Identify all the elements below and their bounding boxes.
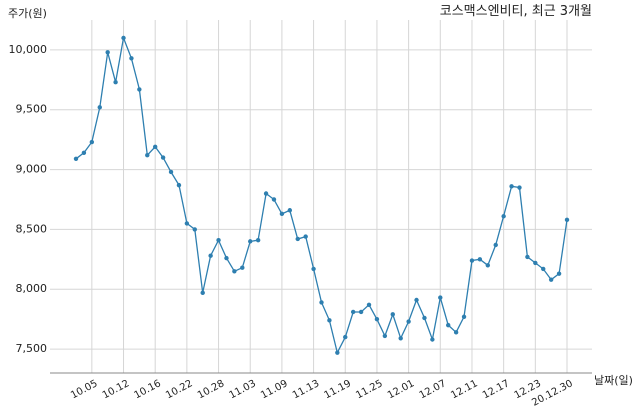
data-point <box>97 105 102 110</box>
data-point <box>564 217 570 223</box>
data-point <box>406 319 411 324</box>
x-tick-label: 12.11 <box>449 378 479 401</box>
x-tick-label: 11.09 <box>259 378 289 401</box>
data-point <box>232 269 237 274</box>
data-point <box>366 302 372 307</box>
data-point <box>121 35 126 41</box>
data-point <box>279 211 285 217</box>
data-point <box>501 214 506 219</box>
data-point <box>446 322 451 328</box>
chart-title: 코스맥스엔비티, 최근 3개월 <box>440 4 592 19</box>
data-point <box>240 265 245 270</box>
x-tick-label: 10.16 <box>132 378 162 401</box>
data-point <box>160 155 166 160</box>
x-tick-label: 11.13 <box>291 378 321 401</box>
data-point <box>525 254 530 260</box>
data-point <box>137 87 142 92</box>
data-point <box>533 260 538 266</box>
data-point <box>255 237 261 243</box>
x-tick-label: 12.01 <box>386 378 416 401</box>
data-point <box>113 80 118 85</box>
data-point <box>192 227 197 232</box>
y-tick-label: 9,000 <box>16 163 48 176</box>
data-point <box>390 312 395 317</box>
x-tick-labels: 10.05 10.12 10.16 10.22 10.28 11.03 11.09 11.13… <box>69 378 575 409</box>
data-point <box>216 237 221 243</box>
data-point <box>548 277 554 282</box>
x-tick-label: 12.17 <box>481 378 511 401</box>
y-tick-labels: 7,500 8,000 8,500 9,000 9,500 10,000 <box>9 43 48 355</box>
data-point <box>556 271 562 276</box>
data-point <box>145 153 150 158</box>
x-tick-label: 11.03 <box>228 378 258 401</box>
price-line <box>75 35 568 355</box>
data-point <box>430 337 435 342</box>
data-point <box>327 318 332 323</box>
data-point <box>184 221 190 226</box>
data-point <box>152 144 158 150</box>
x-tick-label: 10.12 <box>101 378 131 401</box>
data-point <box>469 258 475 263</box>
data-point <box>517 185 522 190</box>
x-tick-label: 11.25 <box>354 378 384 401</box>
data-point <box>398 336 403 341</box>
data-point <box>73 156 79 162</box>
data-point <box>263 191 269 196</box>
grid-lines <box>50 20 592 373</box>
x-tick-label: 10.28 <box>196 378 226 401</box>
data-point <box>89 139 95 145</box>
data-point <box>493 242 498 248</box>
data-point <box>303 234 308 239</box>
data-point <box>422 315 427 321</box>
x-tick-label: 10.22 <box>164 378 194 401</box>
data-point <box>453 330 459 335</box>
data-point <box>335 350 340 355</box>
y-tick-label: 8,500 <box>16 222 48 235</box>
x-tick-label: 11.19 <box>323 378 353 401</box>
data-point <box>129 56 134 61</box>
data-point <box>485 263 491 268</box>
data-point <box>414 297 419 303</box>
data-point <box>319 300 324 305</box>
data-point <box>105 50 110 55</box>
data-point <box>311 266 316 272</box>
data-point <box>295 236 300 242</box>
data-point <box>176 182 182 188</box>
y-tick-label: 8,000 <box>16 282 48 295</box>
data-point <box>224 255 229 261</box>
data-point <box>541 266 546 272</box>
data-point <box>287 208 293 213</box>
price-series <box>73 35 570 355</box>
data-point <box>200 290 205 296</box>
x-tick-label: 10.05 <box>69 378 99 401</box>
y-tick-label: 7,500 <box>16 342 48 355</box>
data-point <box>382 333 388 339</box>
y-axis-label: 주가(원) <box>8 7 47 20</box>
data-point <box>81 150 87 156</box>
data-point <box>374 316 380 322</box>
data-point <box>350 309 356 315</box>
data-point <box>461 314 467 319</box>
x-tick-label: 12.07 <box>418 378 448 401</box>
y-tick-label: 10,000 <box>9 43 48 56</box>
y-tick-label: 9,500 <box>16 103 48 116</box>
data-point <box>509 184 514 189</box>
x-axis-label: 날짜(일) <box>594 373 633 387</box>
data-point <box>168 169 174 175</box>
data-point <box>248 239 253 244</box>
data-point <box>271 197 277 202</box>
data-point <box>438 295 443 300</box>
data-point <box>208 253 213 258</box>
data-point <box>358 309 364 315</box>
data-point <box>477 257 483 262</box>
data-point <box>343 334 348 340</box>
